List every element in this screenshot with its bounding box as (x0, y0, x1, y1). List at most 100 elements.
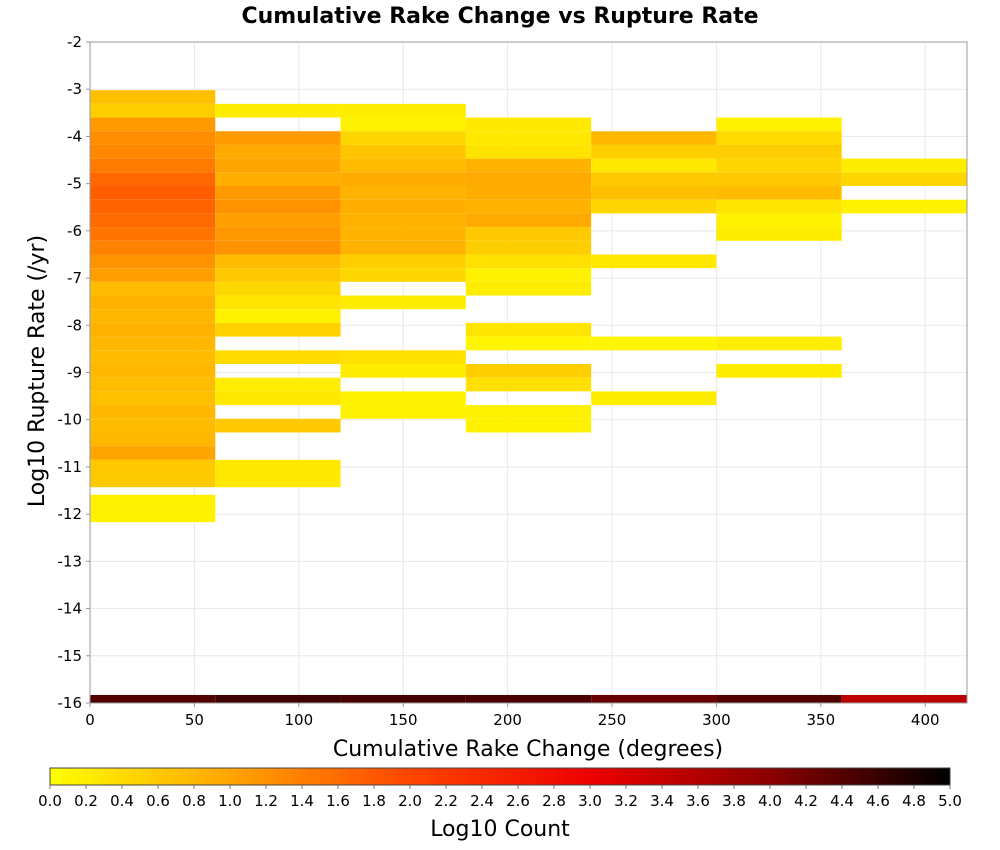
heatmap-cell (215, 694, 341, 703)
heatmap-cell (716, 694, 842, 703)
heatmap-cell (465, 158, 592, 173)
heatmap-cell (90, 508, 216, 523)
colorbar-tick-label: 4.0 (758, 792, 782, 810)
colorbar (49, 767, 951, 786)
heatmap-cell (716, 172, 842, 187)
heatmap-cell (340, 199, 466, 214)
heatmap-cell (90, 213, 216, 228)
heatmap-cell (716, 199, 842, 214)
colorbar-ticks: 0.0 0.2 0.4 0.6 0.8 1.0 1.2 1.4 1.6 1.8 2.0 2.2 2.4 2… (38, 785, 962, 810)
colorbar-tick-label: 1.8 (362, 792, 386, 810)
heatmap-cell (90, 350, 216, 365)
heatmap-cell (340, 350, 466, 365)
heatmap-cell (340, 186, 466, 200)
heatmap-cell (465, 117, 592, 132)
heatmap-cell (215, 213, 341, 228)
heatmap-cell (215, 199, 341, 214)
heatmap-cell (90, 240, 216, 255)
heatmap-cell (215, 418, 341, 433)
heatmap-cell (90, 336, 216, 351)
y-tick-label: -7 (67, 269, 82, 287)
y-axis-ticks: -2 -3 -4 -5 -6 -7 -8 -9 -10 -11 -12 -13 -14 -15 -16 (58, 33, 90, 712)
heatmap-cell (90, 418, 216, 433)
heatmap-cell (591, 158, 717, 173)
heatmap-cell (465, 227, 592, 241)
y-tick-label: -9 (67, 364, 82, 382)
colorbar-tick-label: 1.2 (254, 792, 278, 810)
y-tick-label: -12 (58, 505, 83, 523)
heatmap-cell (716, 158, 842, 173)
heatmap-cell (90, 158, 216, 173)
colorbar-tick-label: 2.0 (398, 792, 422, 810)
y-tick-label: -3 (67, 80, 82, 98)
heatmap-cell (465, 322, 592, 337)
colorbar-tick-label: 2.2 (434, 792, 458, 810)
heatmap-cell (215, 473, 341, 488)
heatmap-cell (465, 364, 592, 378)
colorbar-tick-label: 3.0 (578, 792, 602, 810)
heatmap-cell (340, 240, 466, 255)
x-tick-label: 150 (389, 711, 418, 729)
heatmap-cell (591, 172, 717, 187)
heatmap-cell (90, 405, 216, 419)
colorbar-tick-label: 4.8 (902, 792, 926, 810)
heatmap-cell (215, 322, 341, 337)
heatmap-cell (591, 694, 717, 703)
heatmap-cell (340, 117, 466, 132)
heatmap-cells (90, 90, 967, 703)
heatmap-cell (716, 186, 842, 200)
heatmap-cell (716, 117, 842, 132)
heatmap-cell (215, 158, 341, 173)
heatmap-cell (90, 254, 216, 269)
x-tick-label: 250 (598, 711, 627, 729)
heatmap-cell (215, 144, 341, 159)
x-axis-label: Cumulative Rake Change (degrees) (333, 737, 723, 762)
heatmap-cell (90, 186, 216, 200)
heatmap-cell (716, 336, 842, 351)
heatmap-cell (716, 364, 842, 378)
y-axis-label: Log10 Rupture Rate (/yr) (25, 235, 50, 507)
colorbar-tick-label: 0.6 (146, 792, 170, 810)
colorbar-label: Log10 Count (430, 817, 570, 842)
colorbar-tick-label: 3.2 (614, 792, 638, 810)
heatmap-cell (841, 199, 967, 214)
colorbar-tick-label: 5.0 (938, 792, 962, 810)
heatmap-cell (90, 364, 216, 378)
x-axis-ticks: 0 50 100 150 200 250 300 350 400 (85, 703, 940, 729)
heatmap-cell (591, 391, 717, 406)
heatmap-cell (591, 144, 717, 159)
heatmap-cell (591, 186, 717, 200)
heatmap-cell (90, 103, 216, 118)
colorbar-tick-label: 0.4 (110, 792, 134, 810)
heatmap-cell (340, 213, 466, 228)
heatmap-cell (215, 268, 341, 282)
heatmap-cell (215, 103, 341, 118)
heatmap-cell (90, 227, 216, 241)
y-tick-label: -14 (58, 600, 83, 618)
heatmap-cell (340, 295, 466, 310)
heatmap-cell (90, 295, 216, 310)
y-tick-label: -4 (67, 127, 82, 145)
colorbar-tick-label: 4.6 (866, 792, 890, 810)
heatmap-cell (716, 213, 842, 228)
heatmap-cell (215, 240, 341, 255)
heatmap-cell (90, 391, 216, 406)
colorbar-tick-label: 2.4 (470, 792, 494, 810)
heatmap-cell (591, 199, 717, 214)
heatmap-cell (465, 144, 592, 159)
heatmap-cell (465, 405, 592, 419)
heatmap-cell (465, 377, 592, 392)
heatmap-cell (215, 377, 341, 392)
heatmap-cell (465, 254, 592, 269)
heatmap-cell (465, 240, 592, 255)
heatmap-cell (340, 268, 466, 282)
colorbar-tick-label: 0.8 (182, 792, 206, 810)
heatmap-cell (465, 694, 592, 703)
x-tick-label: 350 (807, 711, 836, 729)
x-tick-label: 300 (702, 711, 731, 729)
heatmap-cell (340, 227, 466, 241)
heatmap-cell (90, 446, 216, 460)
y-tick-label: -5 (67, 175, 82, 193)
heatmap-cell (340, 254, 466, 269)
